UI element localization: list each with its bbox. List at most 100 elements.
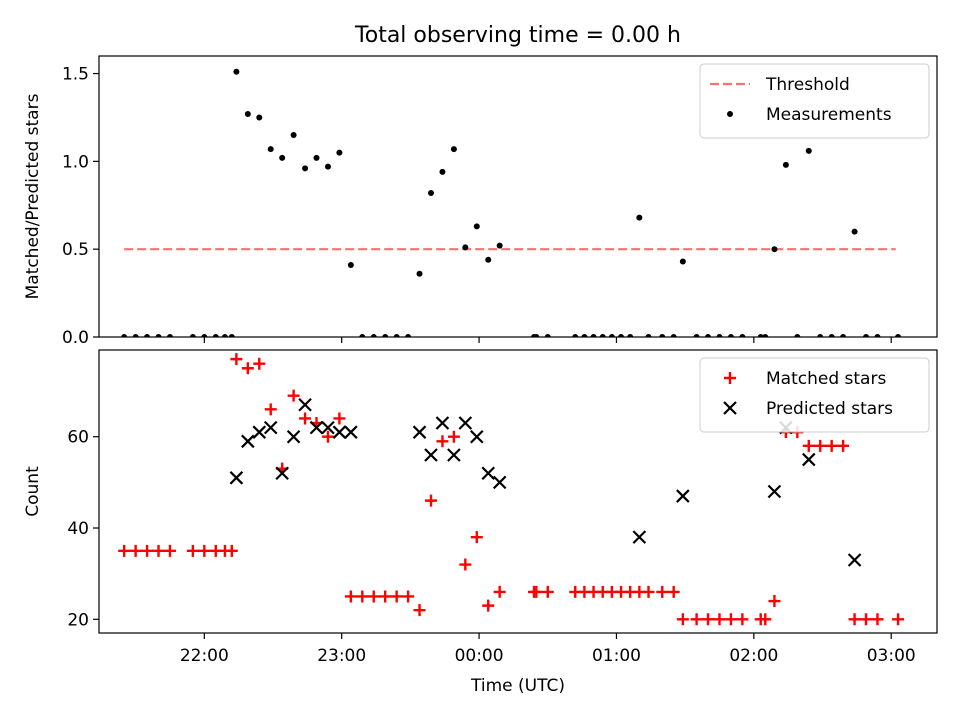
legend-matched-swatch	[724, 372, 736, 384]
matched-star-point	[413, 604, 426, 617]
measurement-point	[794, 334, 801, 337]
measurement-point	[851, 228, 858, 235]
predicted-star-point	[241, 434, 255, 449]
measurement-point	[212, 334, 219, 337]
y-tick-label: 60	[67, 428, 89, 448]
axes-frame	[98, 55, 938, 338]
measurement-point	[405, 334, 412, 337]
measurement-point	[771, 246, 778, 253]
figure-title: Total observing time = 0.00 h	[354, 23, 681, 48]
matched-star-point	[424, 494, 437, 507]
measurement-point	[705, 334, 712, 337]
measurement-point	[336, 149, 343, 156]
measurement-point	[382, 334, 389, 337]
measurement-point	[267, 146, 274, 153]
matched-star-point	[848, 613, 861, 626]
measurement-point	[302, 165, 309, 172]
matched-star-point	[333, 412, 346, 425]
measurement-point	[256, 114, 263, 121]
matched-star-point	[225, 544, 238, 557]
measurement-point	[359, 334, 366, 337]
matched-star-point	[264, 403, 277, 416]
measurement-point	[121, 334, 128, 337]
matched-star-point	[802, 439, 815, 452]
y-axis-label: Count	[23, 466, 43, 517]
predicted-star-point	[275, 466, 289, 481]
measurement-point	[572, 334, 579, 337]
predicted-star-point	[309, 420, 324, 435]
matched-star-point	[356, 590, 369, 603]
x-tick-label: 22:00	[180, 646, 229, 666]
legend: Matched stars Predicted stars	[699, 357, 930, 433]
measurement-point	[473, 223, 480, 230]
matched-star-point	[690, 613, 703, 626]
measurement-point	[313, 154, 320, 161]
predicted-star-point	[632, 530, 647, 544]
matched-star-point	[702, 613, 715, 626]
measurement-point	[496, 242, 503, 249]
matched-star-point	[759, 613, 772, 626]
y-tick-label: 0.5	[62, 240, 89, 260]
measurement-point	[393, 334, 400, 337]
matched-star-point	[402, 590, 415, 603]
matched-star-point	[447, 430, 460, 443]
matched-star-point	[390, 590, 403, 603]
matched-star-point	[713, 613, 726, 626]
measurement-point	[581, 334, 588, 337]
measurement-point	[485, 256, 492, 263]
matched-star-point	[860, 613, 873, 626]
measurement-point	[324, 163, 331, 170]
matched-star-point	[871, 613, 884, 626]
matched-star-point	[814, 439, 827, 452]
measurement-point	[645, 334, 652, 337]
measurement-point	[132, 334, 139, 337]
measurement-point	[290, 132, 297, 139]
predicted-star-point	[321, 420, 335, 435]
measurement-point	[450, 146, 457, 153]
measurement-point	[544, 334, 551, 337]
matched-star-point	[541, 585, 554, 598]
measurement-point	[590, 334, 597, 337]
measurement-point	[739, 334, 746, 337]
matched-star-point	[253, 357, 266, 370]
predicted-star-point	[470, 429, 484, 444]
matched-star-point	[768, 595, 781, 608]
predicted-star-point	[229, 471, 244, 485]
predicted-star-point	[435, 416, 450, 430]
predicted-star-point	[676, 489, 690, 503]
measurement-point	[863, 334, 870, 337]
measurement-point	[533, 334, 540, 337]
matched-star-point	[642, 585, 655, 598]
matched-star-point	[530, 585, 543, 598]
predicted-star-point	[298, 397, 312, 412]
measurement-point	[817, 334, 824, 337]
measurement-point	[782, 161, 789, 168]
matched-star-point	[152, 544, 165, 557]
count-panel: 22:00 23:00 00:00 01:00 02:00 03:00 20 40 60 Coun…	[23, 349, 938, 696]
matched-star-point	[667, 585, 680, 598]
matched-star-point	[321, 430, 334, 443]
measurement-point	[627, 334, 634, 337]
y-tick-label: 20	[67, 610, 89, 630]
x-axis-label: Time (UTC)	[470, 676, 565, 696]
measurement-point	[636, 214, 643, 221]
matched-star-point	[163, 544, 176, 557]
matched-star-point	[344, 590, 357, 603]
legend-frame	[699, 63, 930, 139]
matched-star-point	[141, 544, 154, 557]
measurement-point	[618, 334, 625, 337]
measurement-point	[416, 270, 423, 277]
plot-area	[118, 353, 905, 626]
predicted-star-point	[286, 429, 301, 444]
measurement-point	[693, 334, 700, 337]
measurement-point	[895, 334, 902, 337]
x-tick-label: 23:00	[317, 646, 366, 666]
predicted-star-point	[802, 452, 816, 467]
legend-frame	[699, 357, 930, 433]
measurement-point	[462, 244, 469, 251]
measurement-point	[370, 334, 377, 337]
x-tick-label: 00:00	[455, 646, 504, 666]
x-tick-label: 01:00	[592, 646, 641, 666]
matched-star-point	[379, 590, 392, 603]
